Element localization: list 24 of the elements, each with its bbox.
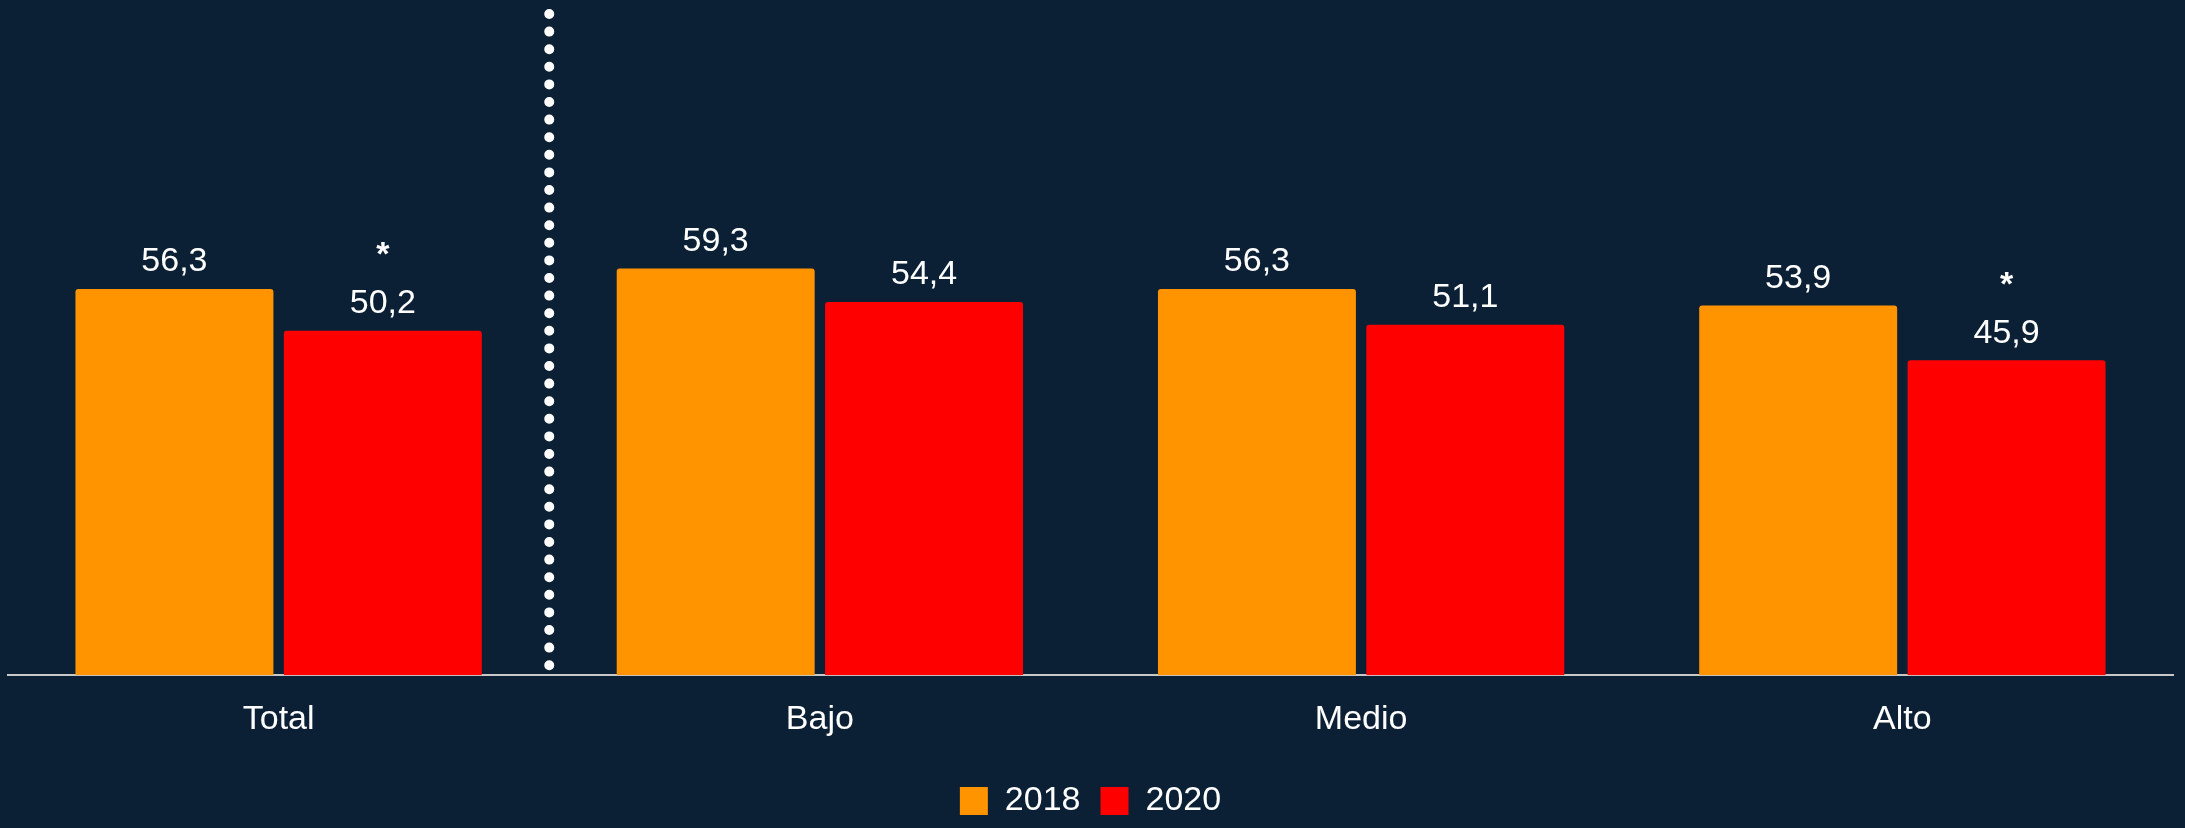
data-label: 45,9 [1973,311,2040,350]
x-tick-label: Medio [1314,697,1408,736]
bar [283,330,482,676]
annotation: * [1999,263,2014,302]
data-label: 56,3 [1223,240,1291,279]
bar [616,268,815,676]
bar [75,289,274,676]
bar [1699,305,1898,676]
bar [825,302,1024,676]
bar [1157,289,1356,676]
bar [1907,360,2106,676]
data-label: 59,3 [682,219,749,258]
annotation: * [376,234,391,273]
data-label: 53,9 [1765,256,1832,295]
data-label: 50,2 [349,282,416,321]
x-tick-label: Alto [1873,697,1932,736]
x-tick-label: Total [242,697,315,736]
data-label: 56,3 [141,240,208,279]
legend-label: 2018 [1004,779,1081,818]
data-label: 51,1 [1432,276,1499,315]
bar [1366,324,1565,676]
x-tick-label: Bajo [785,697,854,736]
legend-label: 2020 [1145,779,1222,818]
data-label: 54,4 [890,253,958,292]
